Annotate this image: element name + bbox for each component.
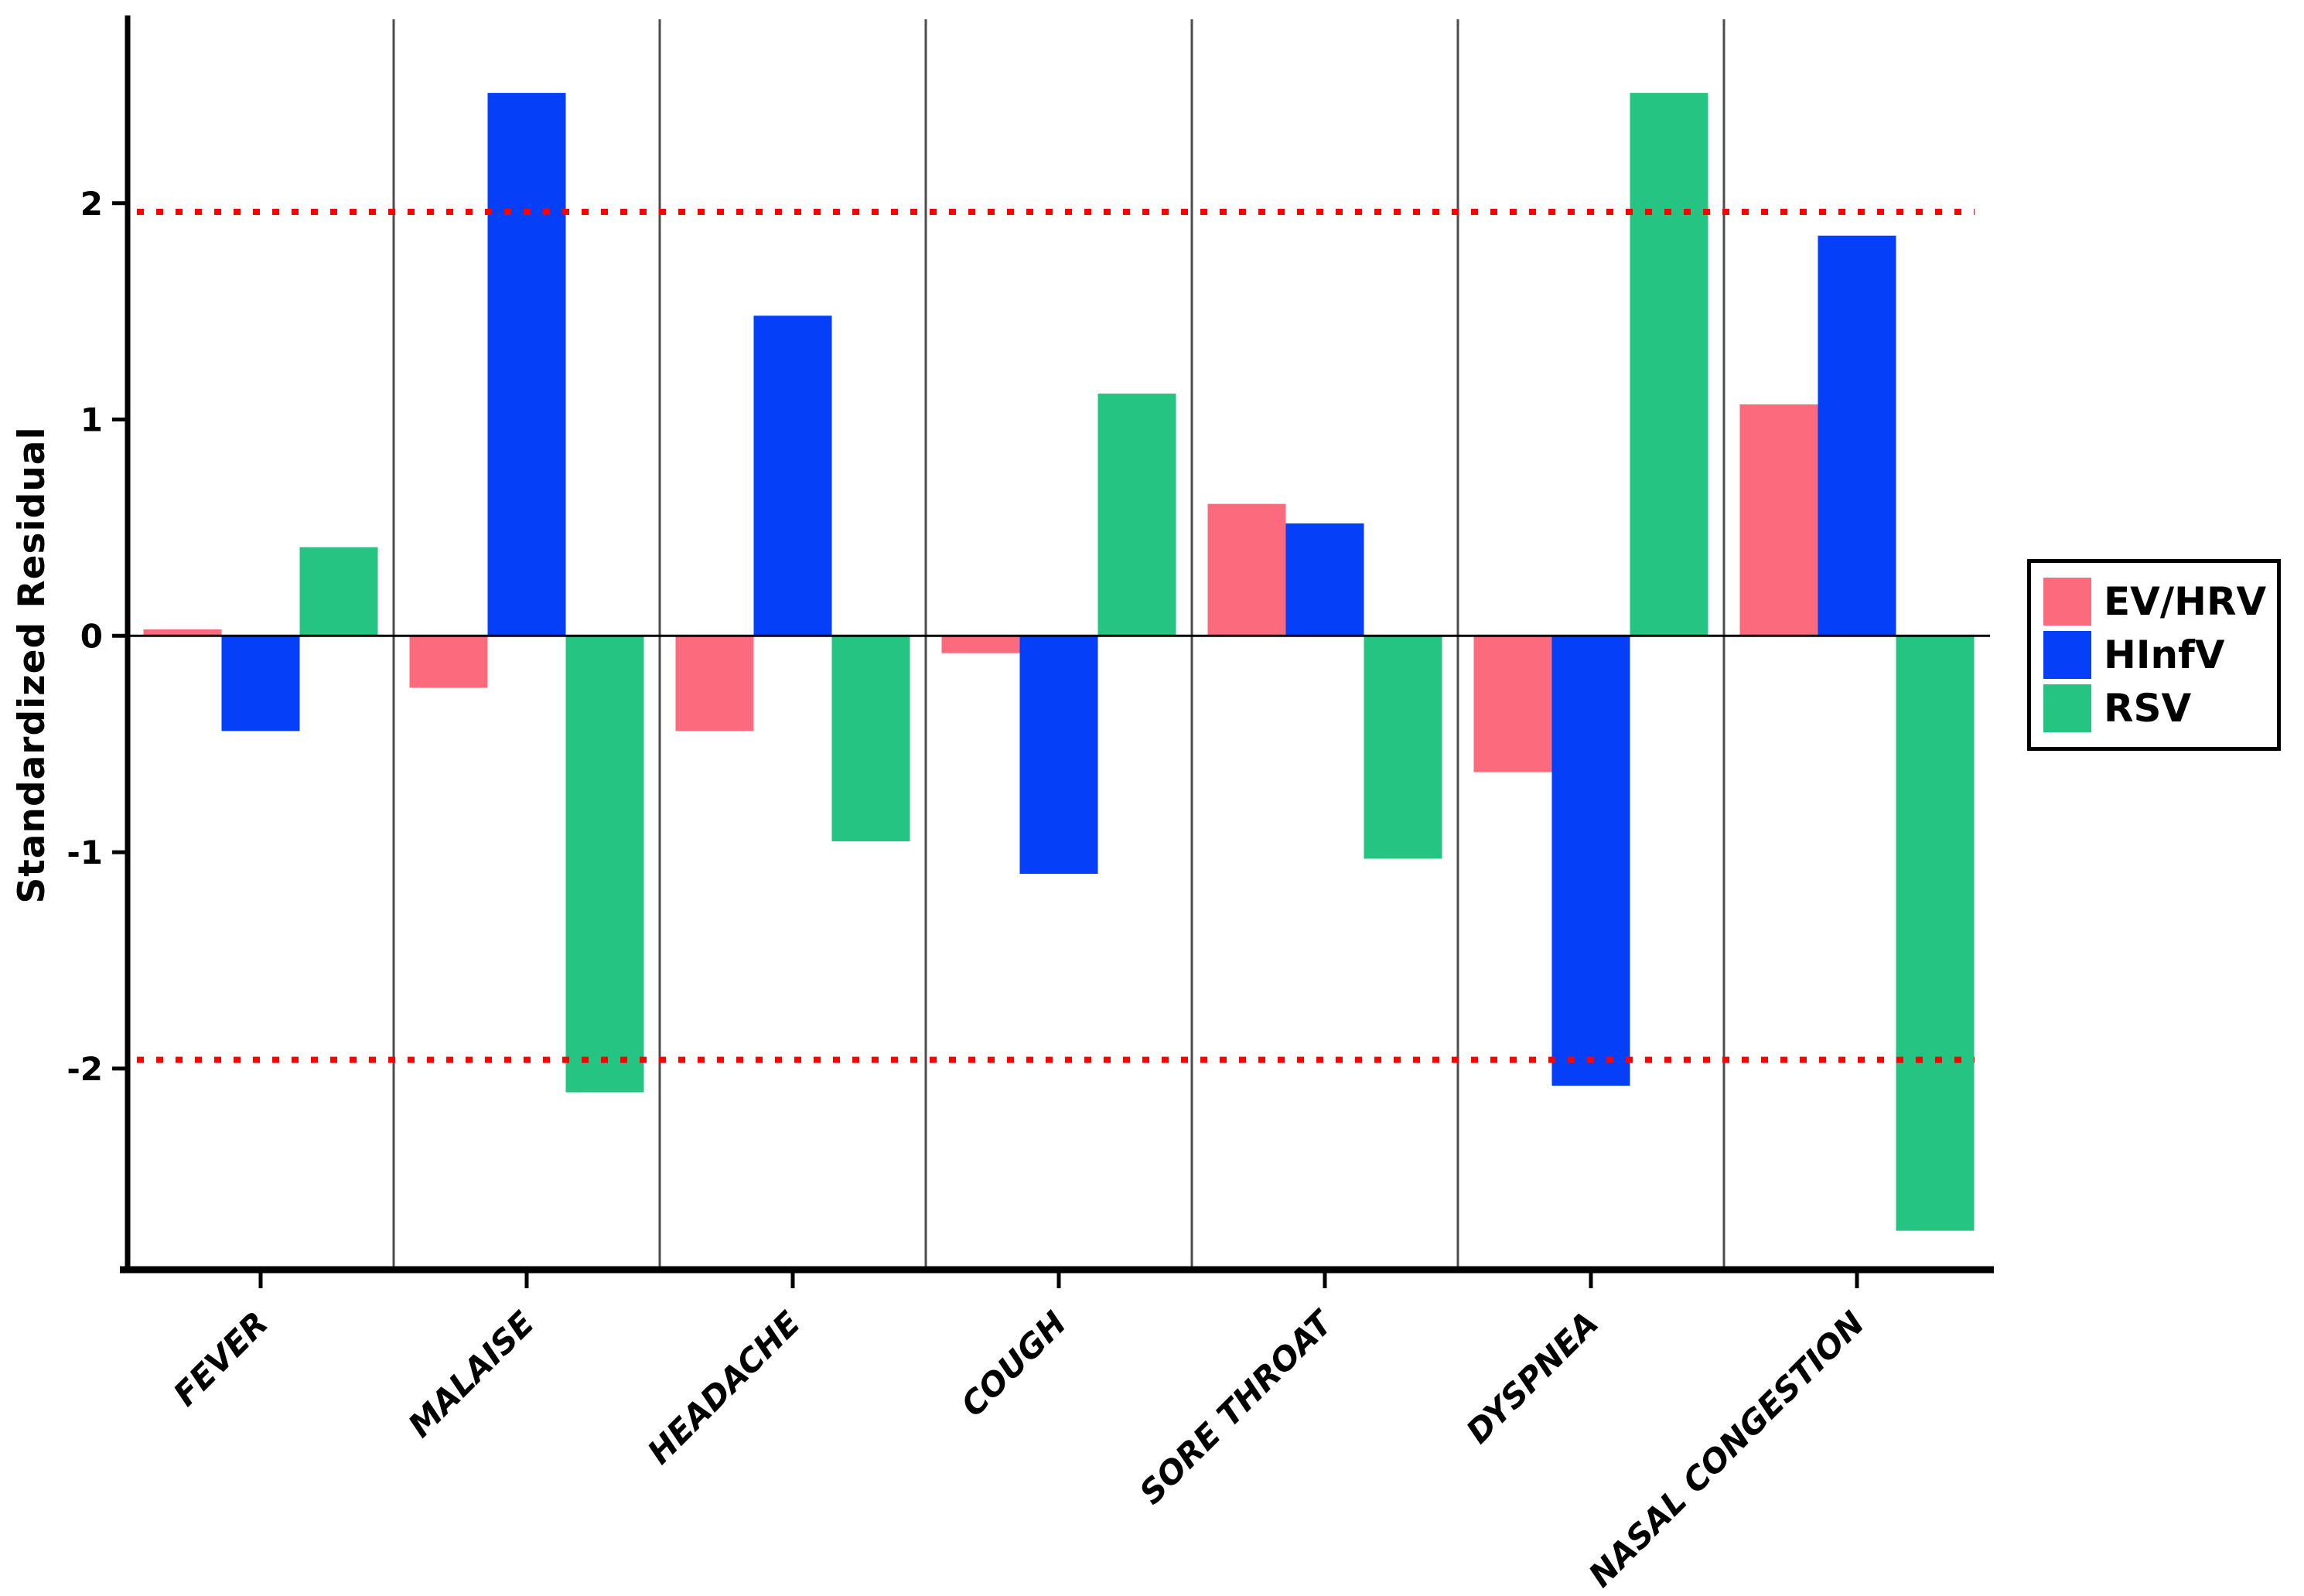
bar-headache-hinfv xyxy=(753,315,832,636)
bar-malaise-evhrv xyxy=(409,636,488,688)
legend-swatch-evhrv xyxy=(2043,578,2091,626)
bar-cough-evhrv xyxy=(941,636,1020,653)
x-category-label: DYSPNEA xyxy=(1459,1304,1606,1451)
bar-dyspnea-rsv xyxy=(1630,93,1708,636)
bar-cough-hinfv xyxy=(1019,636,1098,875)
y-axis-title: Standardized Residual xyxy=(11,426,53,904)
legend-item-rsv: RSV xyxy=(2043,684,2265,732)
x-category-label: SORE THROAT xyxy=(1132,1302,1342,1512)
x-category-label: HEADACHE xyxy=(640,1304,808,1472)
bar-sore-throat-hinfv xyxy=(1285,523,1364,636)
legend-item-evhrv: EV/HRV xyxy=(2043,578,2267,626)
legend-swatch-rsv xyxy=(2043,684,2091,732)
bar-sore-throat-rsv xyxy=(1364,636,1442,859)
bar-malaise-rsv xyxy=(565,636,644,1093)
x-category-label: COUGH xyxy=(954,1304,1073,1424)
legend-item-hinfv: HInfV xyxy=(2043,631,2265,679)
bar-sore-throat-evhrv xyxy=(1207,503,1286,636)
y-tick-label: -2 xyxy=(67,1050,103,1088)
bar-fever-rsv xyxy=(299,547,378,636)
bar-nasal-congestion-hinfv xyxy=(1818,235,1896,636)
bar-headache-evhrv xyxy=(675,636,754,732)
x-category-label: MALAISE xyxy=(401,1304,541,1444)
y-tick-label: 0 xyxy=(80,617,103,655)
bar-fever-hinfv xyxy=(221,636,300,732)
bar-dyspnea-hinfv xyxy=(1551,636,1630,1086)
bar-malaise-hinfv xyxy=(487,93,566,636)
bar-headache-rsv xyxy=(831,636,910,842)
y-tick-label: -1 xyxy=(67,834,103,871)
y-tick-label: 1 xyxy=(80,401,103,439)
legend-label-rsv: RSV xyxy=(2104,686,2192,731)
x-category-label: FEVER xyxy=(166,1304,275,1413)
legend-label-evhrv: EV/HRV xyxy=(2104,579,2267,624)
bar-nasal-congestion-rsv xyxy=(1896,636,1975,1231)
legend-swatch-hinfv xyxy=(2043,631,2091,679)
legend-label-hinfv: HInfV xyxy=(2104,633,2225,677)
bar-nasal-congestion-evhrv xyxy=(1739,404,1818,636)
bar-fever-evhrv xyxy=(143,629,222,636)
x-category-label: NASAL CONGESTION xyxy=(1582,1304,1872,1594)
bar-dyspnea-evhrv xyxy=(1473,636,1552,772)
legend-box: EV/HRV HInfV RSV xyxy=(2027,559,2281,751)
bar-cough-rsv xyxy=(1097,393,1176,636)
y-tick-label: 2 xyxy=(80,185,103,223)
